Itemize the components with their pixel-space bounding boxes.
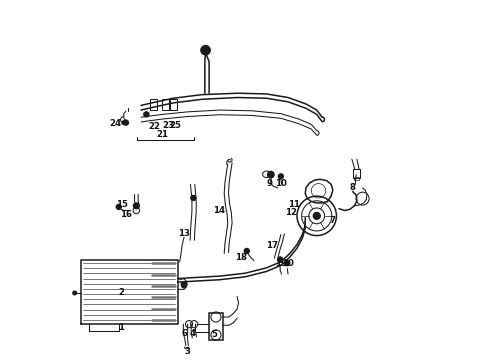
Text: 13: 13 xyxy=(178,229,190,238)
Circle shape xyxy=(122,121,125,125)
Circle shape xyxy=(133,203,139,209)
Bar xyxy=(353,169,361,178)
Circle shape xyxy=(278,174,283,179)
Text: 7: 7 xyxy=(330,216,336,225)
Text: 9: 9 xyxy=(267,179,272,188)
Circle shape xyxy=(201,45,210,55)
Circle shape xyxy=(191,195,196,201)
Bar xyxy=(209,313,223,339)
Text: 5: 5 xyxy=(212,330,218,339)
Bar xyxy=(150,99,157,110)
Circle shape xyxy=(144,112,149,117)
Text: 23: 23 xyxy=(162,121,174,130)
Circle shape xyxy=(268,171,274,178)
Text: 20: 20 xyxy=(282,259,294,268)
Text: 15: 15 xyxy=(117,200,128,209)
Text: 21: 21 xyxy=(156,130,169,139)
Text: 14: 14 xyxy=(213,206,225,215)
Bar xyxy=(170,99,177,110)
Text: 10: 10 xyxy=(275,179,287,188)
Text: 6: 6 xyxy=(181,329,187,338)
Text: 3: 3 xyxy=(185,347,191,356)
Circle shape xyxy=(285,261,290,266)
Text: 18: 18 xyxy=(235,253,246,262)
Text: 19: 19 xyxy=(275,259,287,268)
Text: 12: 12 xyxy=(285,208,296,217)
Text: 11: 11 xyxy=(289,200,300,209)
Circle shape xyxy=(313,212,320,220)
Circle shape xyxy=(278,257,283,262)
Bar xyxy=(162,99,169,110)
Text: 25: 25 xyxy=(169,121,181,130)
Circle shape xyxy=(73,291,76,295)
Circle shape xyxy=(116,204,122,210)
Circle shape xyxy=(181,282,187,287)
Text: 16: 16 xyxy=(120,210,132,219)
Text: 22: 22 xyxy=(148,122,161,131)
Text: 24: 24 xyxy=(109,119,121,128)
Circle shape xyxy=(245,248,249,253)
Text: 2: 2 xyxy=(118,288,124,297)
Text: 1: 1 xyxy=(118,323,124,332)
Text: 4: 4 xyxy=(190,329,196,338)
Bar xyxy=(354,177,359,180)
Text: 17: 17 xyxy=(266,241,278,250)
Circle shape xyxy=(123,120,128,125)
Text: 8: 8 xyxy=(349,183,356,192)
